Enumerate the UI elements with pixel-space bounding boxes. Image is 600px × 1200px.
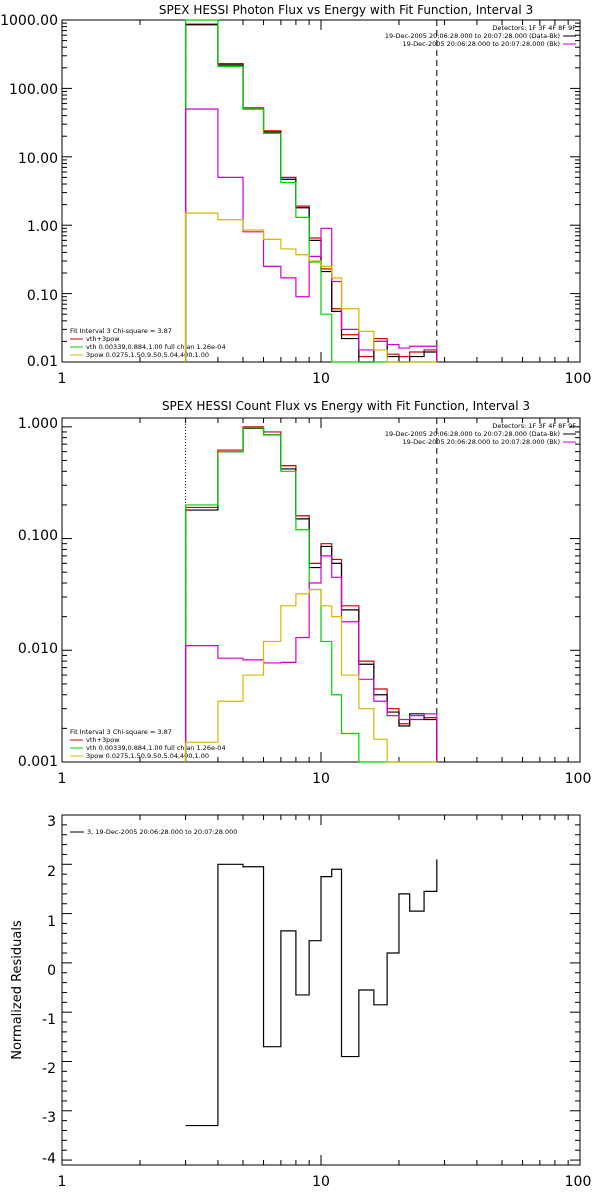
data-interval-label: 19-Dec-2005 20:06:28.000 to 20:07:28.000… <box>385 32 560 40</box>
y-tick-label: 0.01 <box>27 354 58 370</box>
series-line-black <box>185 859 438 1127</box>
count-flux-series <box>61 418 580 763</box>
residuals-y-axis: 3 2 1 0 -1 -2 -3 -4 <box>42 814 56 1167</box>
photon-flux-header: Detectors: 1F 3F 4F 8F 9F 19-Dec-2005 20… <box>385 24 576 48</box>
x-tick-label: 10 <box>312 771 330 787</box>
residuals-legend: 3, 19-Dec-2005 20:06:28.000 to 20:07:28.… <box>70 828 237 836</box>
y-tick-label: 1 <box>47 914 56 930</box>
residuals-series <box>61 814 580 1165</box>
series-line-yellow <box>184 212 437 363</box>
series-line-magenta <box>184 555 438 762</box>
y-tick-label: 10.00 <box>18 151 58 167</box>
y-tick-label: -3 <box>42 1110 56 1126</box>
x-tick-label: 1 <box>58 771 67 787</box>
count-flux-x-axis: 1 10 100 <box>58 771 592 787</box>
count-flux-y-axis: 1.000 0.100 0.010 0.001 <box>18 416 58 770</box>
series-line-black <box>184 427 438 762</box>
y-tick-label: 0.010 <box>18 641 58 657</box>
x-tick-label: 10 <box>312 1174 330 1190</box>
legend-entry-thermal: vth 0.00339,0.884,1.00 full chian 1.26e-… <box>86 744 226 752</box>
y-tick-label: 1000.00 <box>0 13 58 29</box>
series-line-green <box>184 19 437 363</box>
series-line-red <box>184 23 438 362</box>
background-interval-label: 19-Dec-2005 20:06:28.000 to 20:07:28.000… <box>403 40 561 48</box>
photon-flux-legend: Fit Interval 3 Chi-square = 3.87 vth+3po… <box>70 327 226 359</box>
residuals-y-axis-title: Normalized Residuals <box>10 920 25 1060</box>
fit-chi-square-label: Fit Interval 3 Chi-square = 3.87 <box>70 327 172 335</box>
count-flux-legend: Fit Interval 3 Chi-square = 3.87 vth+3po… <box>70 728 226 760</box>
series-line-black <box>184 24 438 363</box>
legend-entry-power: 3pow 0.0275,1.50,9.50,5.04,400,1.00 <box>86 752 209 760</box>
residuals-plot-frame <box>61 814 581 1166</box>
y-tick-label: 0.001 <box>18 754 58 770</box>
photon-flux-panel: SPEX HESSI Photon Flux vs Energy with Fi… <box>0 3 591 387</box>
y-tick-label: 1.000 <box>18 416 58 432</box>
x-tick-label: 100 <box>565 371 592 387</box>
fit-chi-square-label: Fit Interval 3 Chi-square = 3.87 <box>70 728 172 736</box>
count-flux-header: Detectors: 1F 3F 4F 8F 9F 19-Dec-2005 20… <box>385 422 576 446</box>
y-tick-label: 3 <box>47 814 56 830</box>
data-interval-label: 19-Dec-2005 20:06:28.000 to 20:07:28.000… <box>385 430 560 438</box>
detectors-label: Detectors: 1F 3F 4F 8F 9F <box>492 422 576 430</box>
x-tick-label: 100 <box>565 1174 592 1190</box>
photon-flux-series <box>61 19 580 363</box>
legend-entry-power: 3pow 0.0275,1.50,9.50,5.04,400,1.00 <box>86 351 209 359</box>
y-tick-label: 0 <box>47 963 56 979</box>
y-tick-label: 0.100 <box>18 528 58 544</box>
legend-entry-thermal: vth 0.00339,0.884,1.00 full chian 1.26e-… <box>86 343 226 351</box>
count-flux-title: SPEX HESSI Count Flux vs Energy with Fit… <box>162 399 530 413</box>
x-tick-label: 10 <box>312 371 330 387</box>
y-tick-label: -1 <box>42 1012 56 1028</box>
residuals-panel: Normalized Residuals 3 2 1 0 -1 -2 -3 -4… <box>10 814 591 1190</box>
series-line-yellow <box>184 588 437 763</box>
y-tick-label: 100.00 <box>9 82 58 98</box>
photon-flux-y-axis: 1000.00 100.00 10.00 1.00 0.10 0.01 <box>0 13 58 370</box>
photon-flux-x-axis: 1 10 100 <box>58 371 592 387</box>
y-tick-label: 0.10 <box>27 288 58 304</box>
legend-entry-total: vth+3pow <box>86 736 120 744</box>
y-tick-label: 1.00 <box>27 219 58 235</box>
x-tick-label: 100 <box>565 771 592 787</box>
count-flux-panel: SPEX HESSI Count Flux vs Energy with Fit… <box>18 399 591 787</box>
legend-entry-total: vth+3pow <box>86 335 120 343</box>
photon-flux-title: SPEX HESSI Photon Flux vs Energy with Fi… <box>159 3 533 17</box>
x-tick-label: 1 <box>58 1174 67 1190</box>
y-tick-label: 2 <box>47 864 56 880</box>
y-tick-label: -2 <box>42 1061 56 1077</box>
legend-entry-residual: 3, 19-Dec-2005 20:06:28.000 to 20:07:28.… <box>87 828 237 836</box>
background-interval-label: 19-Dec-2005 20:06:28.000 to 20:07:28.000… <box>403 438 561 446</box>
x-tick-label: 1 <box>58 371 67 387</box>
series-line-magenta <box>184 108 438 362</box>
y-tick-label: -4 <box>42 1151 56 1167</box>
residuals-x-axis: 1 10 100 <box>58 1174 592 1190</box>
detectors-label: Detectors: 1F 3F 4F 8F 9F <box>492 24 576 32</box>
